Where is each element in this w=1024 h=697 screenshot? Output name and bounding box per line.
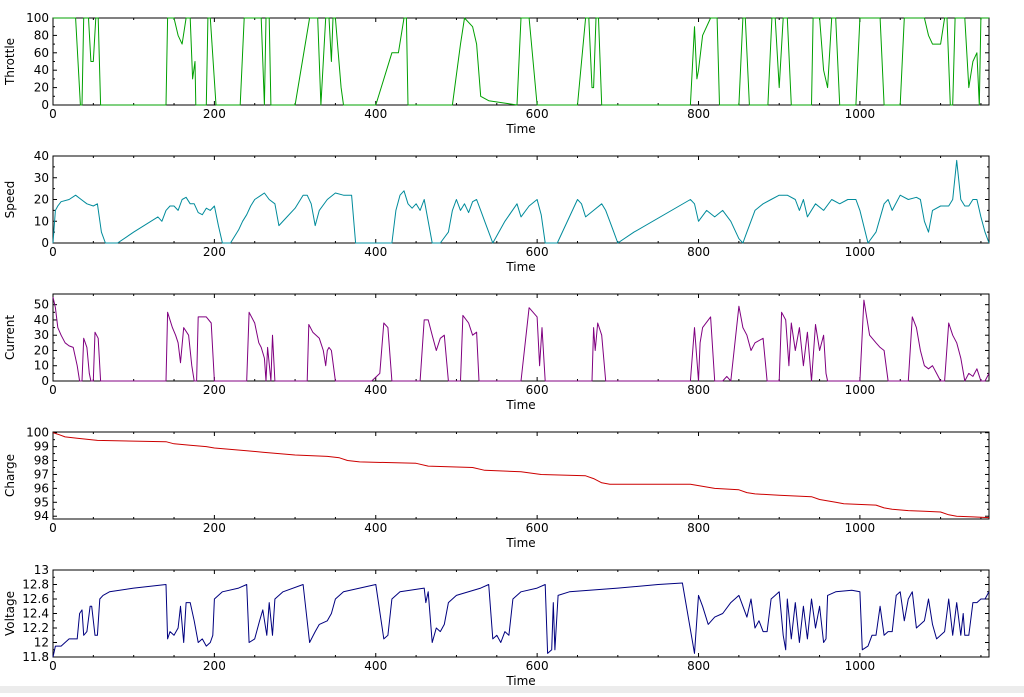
x-tick-label: 600 xyxy=(526,107,549,121)
y-axis-label: Current xyxy=(3,315,17,360)
x-tick-label: 200 xyxy=(203,659,226,673)
plot-frame xyxy=(52,431,990,520)
x-axis-label: Time xyxy=(505,260,535,274)
y-tick-label: 0 xyxy=(41,98,49,112)
x-tick-label: 0 xyxy=(49,659,57,673)
y-tick-label: 50 xyxy=(34,298,49,312)
series-line-throttle xyxy=(53,17,989,106)
y-tick-label: 11.8 xyxy=(22,650,49,664)
x-tick-label: 200 xyxy=(203,383,226,397)
y-tick-label: 12.2 xyxy=(22,621,49,635)
x-axis-label: Time xyxy=(505,674,535,688)
y-tick-label: 30 xyxy=(34,171,49,185)
x-tick-label: 800 xyxy=(687,245,710,259)
plot-frame xyxy=(52,17,990,106)
y-tick-label: 98 xyxy=(34,454,49,468)
x-tick-label: 0 xyxy=(49,107,57,121)
x-tick-label: 600 xyxy=(526,245,549,259)
x-tick-label: 400 xyxy=(364,521,387,535)
x-tick-label: 200 xyxy=(203,245,226,259)
x-tick-label: 200 xyxy=(203,521,226,535)
x-tick-label: 400 xyxy=(364,245,387,259)
y-tick-label: 80 xyxy=(34,28,49,42)
x-tick-label: 400 xyxy=(364,659,387,673)
y-tick-label: 10 xyxy=(34,359,49,373)
x-tick-label: 200 xyxy=(203,107,226,121)
x-tick-label: 0 xyxy=(49,245,57,259)
chart-panel-throttle: 0 200 400 600 800 1000020406080100TimeThrottl… xyxy=(3,11,990,136)
y-tick-label: 20 xyxy=(34,343,49,357)
plot-frame xyxy=(52,293,990,382)
y-axis-label: Throttle xyxy=(3,38,17,86)
y-tick-label: 97 xyxy=(34,467,49,481)
x-tick-label: 0 xyxy=(49,383,57,397)
x-tick-label: 800 xyxy=(687,383,710,397)
plot-frame xyxy=(52,569,990,658)
x-tick-label: 1000 xyxy=(845,521,876,535)
y-tick-label: 30 xyxy=(34,328,49,342)
chart-panel-speed: 0 200 400 600 800 1000 0 10 20 30 40 Time Speed xyxy=(3,149,990,274)
y-tick-label: 0 xyxy=(41,236,49,250)
y-tick-label: 99 xyxy=(34,440,49,454)
y-tick-label: 100 xyxy=(26,426,49,440)
x-tick-label: 1000 xyxy=(845,245,876,259)
y-tick-label: 95 xyxy=(34,495,49,509)
chart-panel-voltage: 0 200 400 600 800 1000 11.81212.212.412.612.81… xyxy=(3,563,990,688)
x-tick-label: 800 xyxy=(687,521,710,535)
x-tick-label: 1000 xyxy=(845,107,876,121)
x-tick-label: 600 xyxy=(526,659,549,673)
y-tick-label: 100 xyxy=(26,11,49,25)
x-tick-label: 0 xyxy=(49,521,57,535)
y-tick-label: 13 xyxy=(34,563,49,577)
y-tick-label: 40 xyxy=(34,149,49,163)
y-tick-label: 40 xyxy=(34,313,49,327)
bottom-strip xyxy=(0,686,1024,693)
y-tick-label: 12.6 xyxy=(22,592,49,606)
x-tick-label: 1000 xyxy=(845,659,876,673)
y-tick-label: 12.8 xyxy=(22,578,49,592)
y-tick-label: 40 xyxy=(34,63,49,77)
y-tick-label: 0 xyxy=(41,374,49,388)
y-tick-label: 12.4 xyxy=(22,607,49,621)
x-axis-label: Time xyxy=(505,536,535,550)
x-axis-label: Time xyxy=(505,122,535,136)
series-line-voltage xyxy=(52,582,990,658)
y-axis-label: Charge xyxy=(3,454,17,497)
x-tick-label: 1000 xyxy=(845,383,876,397)
y-tick-label: 20 xyxy=(34,193,49,207)
y-axis-label: Voltage xyxy=(3,591,17,636)
x-axis-label: Time xyxy=(505,398,535,412)
y-tick-label: 96 xyxy=(34,481,49,495)
x-tick-label: 600 xyxy=(526,521,549,535)
y-axis-label: Speed xyxy=(3,181,17,219)
y-tick-label: 12 xyxy=(34,636,49,650)
y-tick-label: 60 xyxy=(34,46,49,60)
x-tick-label: 400 xyxy=(364,383,387,397)
y-tick-label: 10 xyxy=(34,214,49,228)
x-tick-label: 600 xyxy=(526,383,549,397)
y-tick-label: 94 xyxy=(34,509,49,523)
x-tick-label: 800 xyxy=(687,659,710,673)
series-line-speed xyxy=(52,159,990,244)
series-line-charge xyxy=(52,432,990,519)
series-line-current xyxy=(52,296,990,382)
x-tick-label: 800 xyxy=(687,107,710,121)
x-tick-label: 400 xyxy=(364,107,387,121)
y-tick-label: 20 xyxy=(34,81,49,95)
